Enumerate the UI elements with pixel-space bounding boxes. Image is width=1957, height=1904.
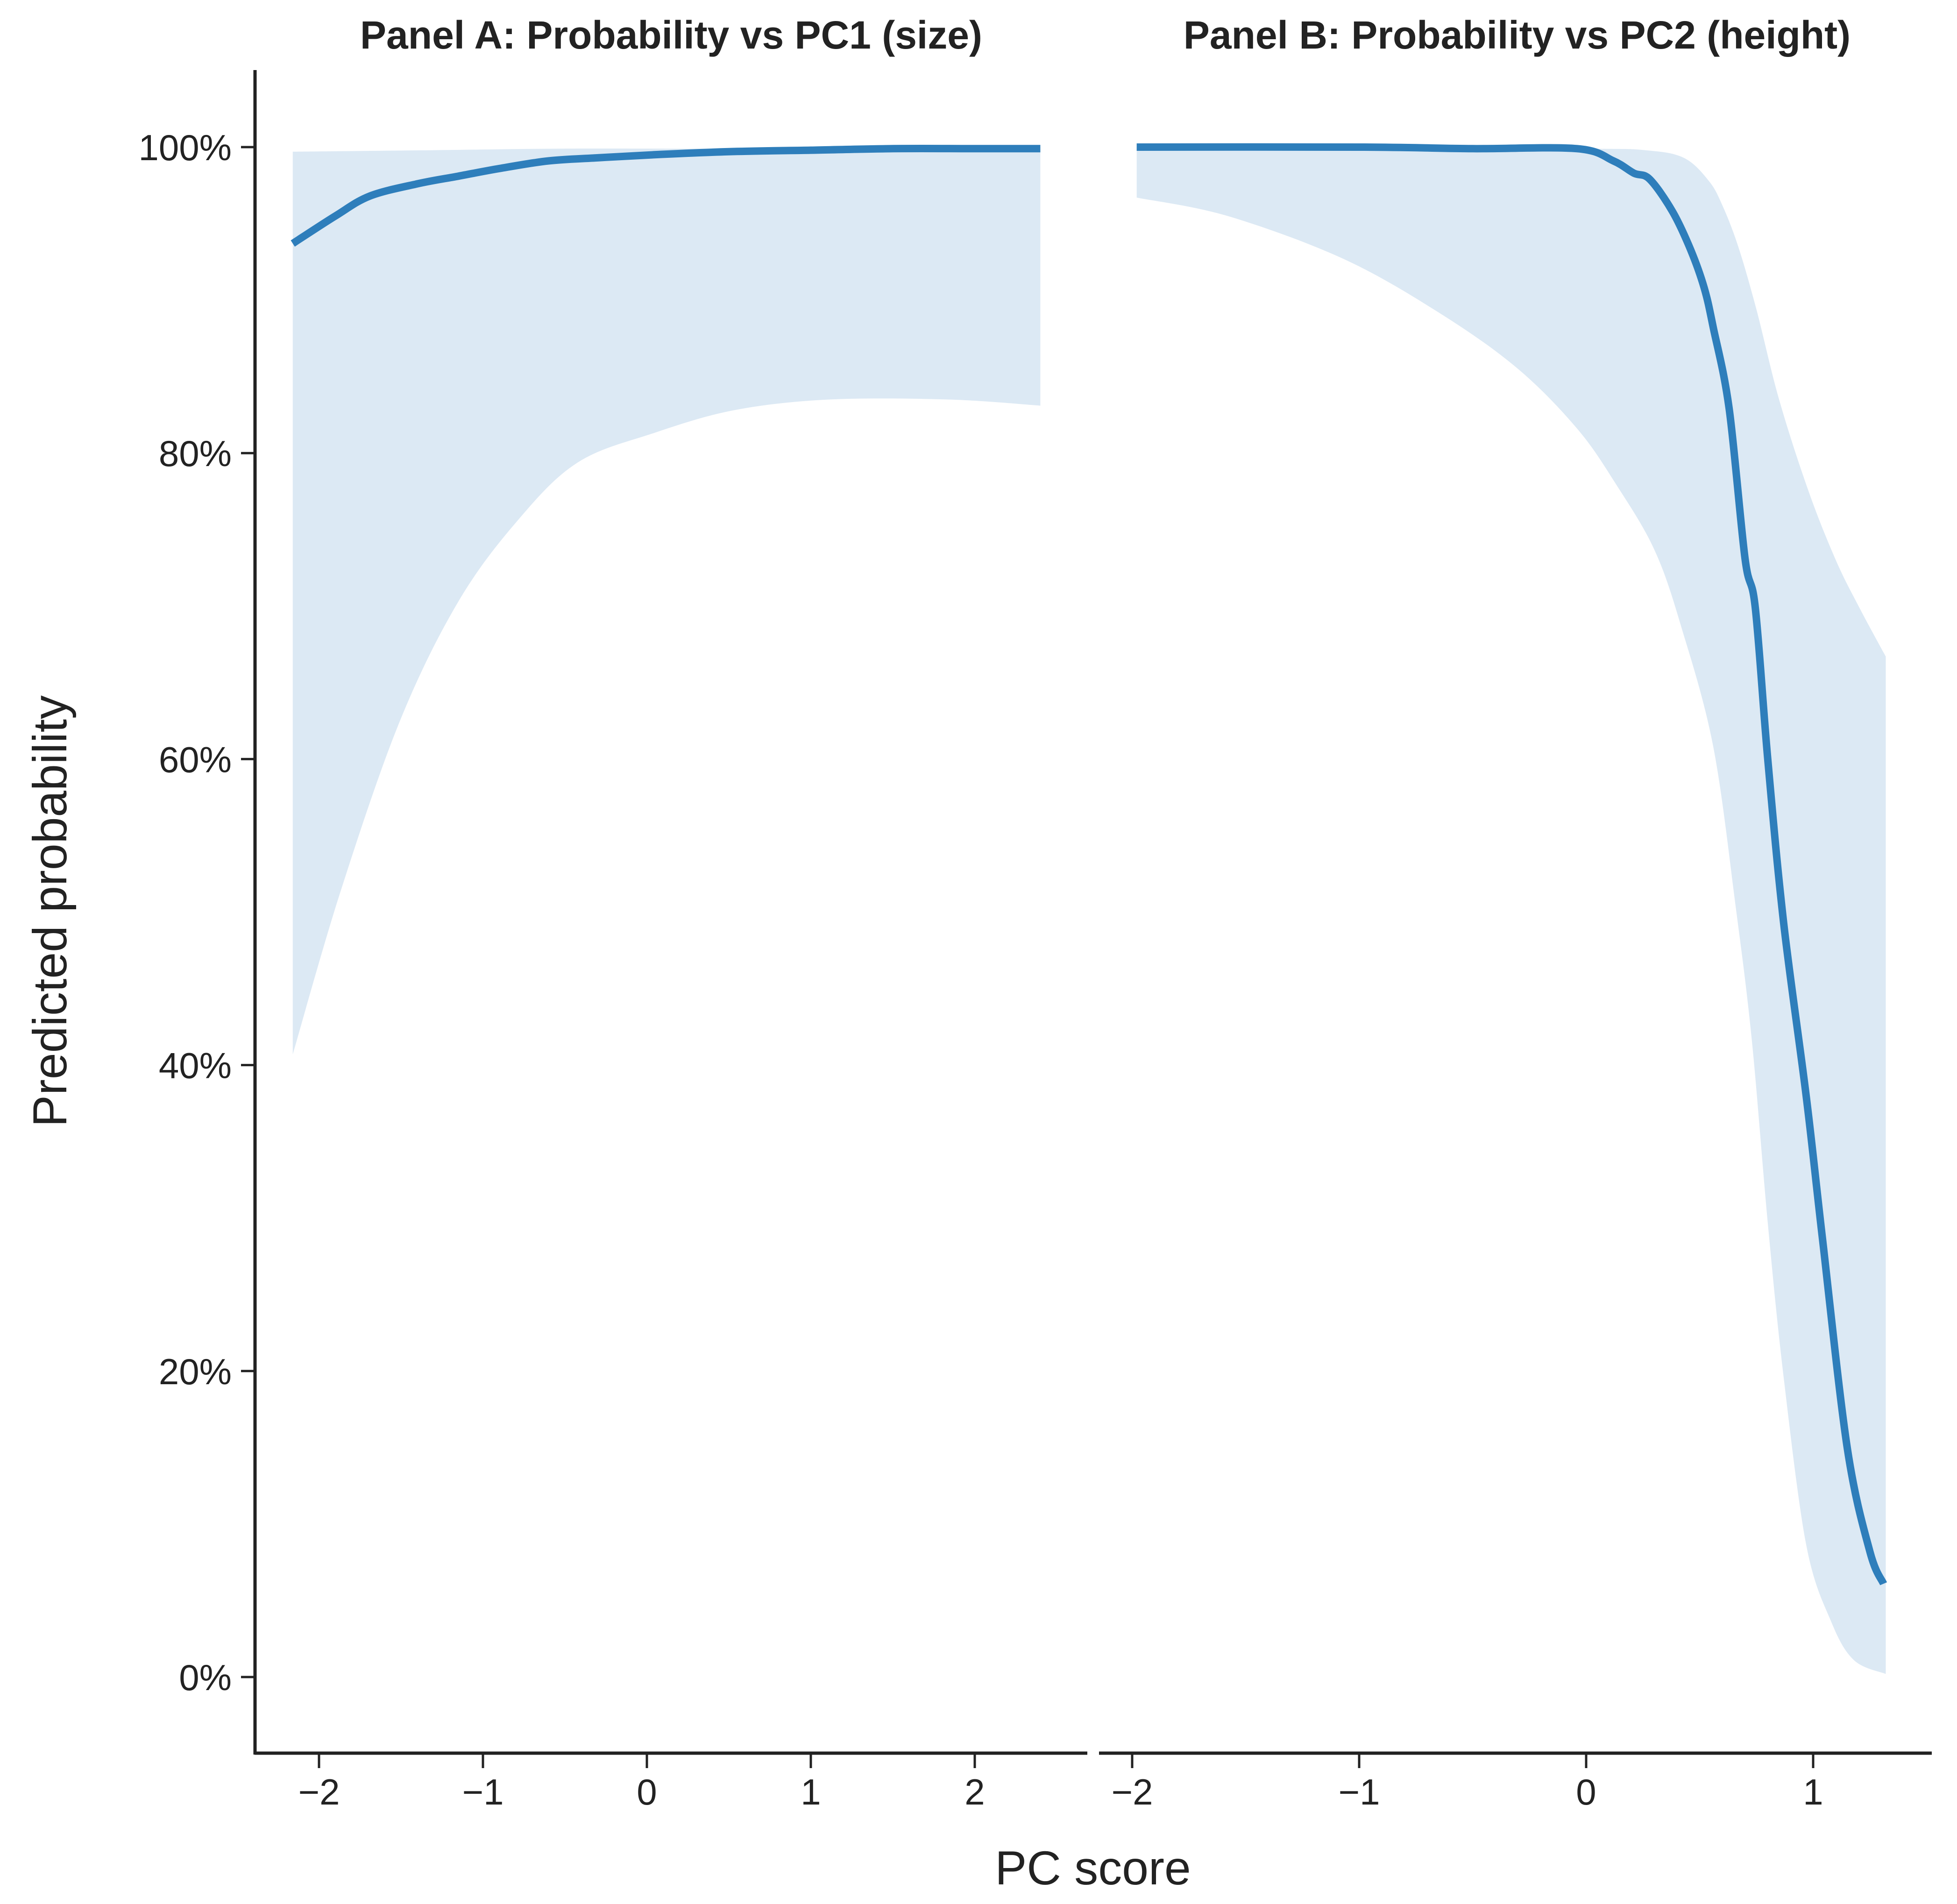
panel-b-probability-line xyxy=(1136,143,1887,1585)
y-tick-label: 100% xyxy=(139,127,232,168)
panel-a-x-tick-label: 1 xyxy=(801,1771,821,1812)
x-axis-title: PC score xyxy=(995,1841,1191,1895)
panel-a-x-tick-label: −2 xyxy=(298,1771,340,1812)
panel-a-x-tick-label: −1 xyxy=(462,1771,504,1812)
panel-a-probability-line xyxy=(291,145,1041,247)
y-tick-label: 80% xyxy=(159,433,232,474)
y-tick-label: 0% xyxy=(179,1657,232,1698)
panel-b-x-tick-label: −1 xyxy=(1339,1771,1380,1812)
panel-a: Panel A: Probability vs PC1 (size) −2 −1 0… xyxy=(255,13,1087,1812)
y-tick-label: 60% xyxy=(159,739,232,780)
y-axis-title: Predicted probability xyxy=(23,695,77,1127)
panel-a-x-tick-label: 2 xyxy=(964,1771,985,1812)
panel-b-x-tick-label: −2 xyxy=(1112,1771,1153,1812)
panel-a-title: Panel A: Probability vs PC1 (size) xyxy=(360,13,982,57)
panel-b-confidence-ribbon xyxy=(1136,147,1886,1674)
y-tick-label: 40% xyxy=(159,1045,232,1086)
panel-b-x-ticks: −2 −1 0 1 xyxy=(1112,1753,1823,1812)
panel-b-x-tick-label: 1 xyxy=(1803,1771,1823,1812)
panel-a-x-ticks: −2 −1 0 1 2 xyxy=(298,1753,985,1812)
panel-b: Panel B: Probability vs PC2 (height) −2−… xyxy=(1099,13,1932,1812)
panel-b-x-tick-label: 0 xyxy=(1576,1771,1596,1812)
panel-b-title: Panel B: Probability vs PC2 (height) xyxy=(1184,13,1851,57)
y-ticks: 0% 20% 40% 60% 80% 100% xyxy=(139,127,255,1698)
y-tick-label: 20% xyxy=(159,1351,232,1392)
y-axis: 0% 20% 40% 60% 80% 100% xyxy=(139,70,257,1755)
panel-a-x-tick-label: 0 xyxy=(637,1771,657,1812)
panel-a-confidence-ribbon xyxy=(292,147,1041,1055)
